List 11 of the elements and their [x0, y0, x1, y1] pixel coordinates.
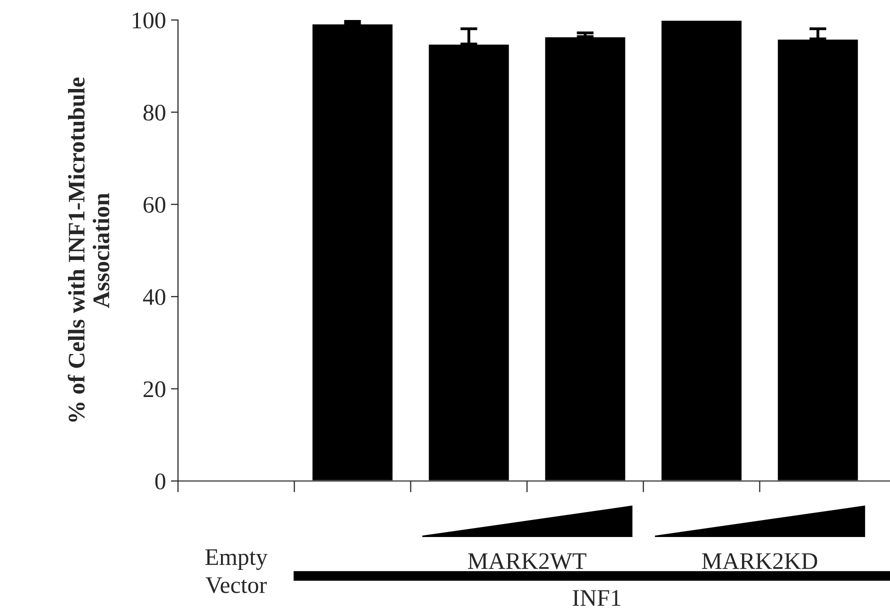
- text: MARK2KD: [702, 553, 818, 569]
- y-tick-label: 60: [144, 196, 166, 213]
- y-axis-title: % of Cells with INF1-Microtubule Association: [68, 78, 110, 422]
- text: MARK2WT: [468, 553, 586, 570]
- y-tick-label: 100: [132, 12, 166, 28]
- y-tick-label: 80: [143, 104, 166, 121]
- y-tick-label: 20: [144, 381, 166, 398]
- y-tick-label: 40: [143, 289, 166, 306]
- y-tick-label: 0: [155, 473, 166, 490]
- text: INF1: [572, 590, 620, 606]
- text: Empty Vector: [205, 549, 268, 594]
